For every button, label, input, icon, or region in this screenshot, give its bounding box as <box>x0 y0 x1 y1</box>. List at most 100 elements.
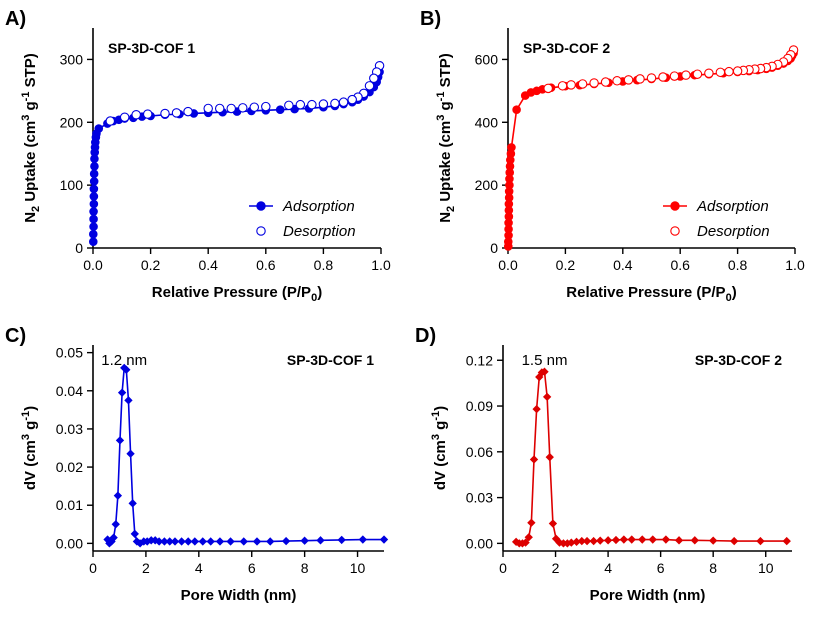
data-point <box>347 94 357 105</box>
data-point <box>623 75 634 85</box>
series-desorption <box>105 60 385 126</box>
data-point <box>364 81 375 91</box>
data-point <box>238 103 248 113</box>
x-tick-label: 0.8 <box>314 257 334 273</box>
legend-label: Desorption <box>697 223 770 240</box>
x-axis-label: Relative Pressure (P/P0) <box>152 284 322 304</box>
legend: Adsorption Desorption <box>663 198 770 240</box>
x-tick-label: 0.4 <box>198 257 218 273</box>
data-point <box>122 365 131 374</box>
data-point <box>521 538 530 547</box>
data-point <box>203 103 213 114</box>
chart-title: SP-3D-COF 2 <box>523 40 610 56</box>
data-point <box>115 436 125 445</box>
data-point <box>674 536 684 545</box>
legend-label: Desorption <box>283 223 356 240</box>
panel-label: B) <box>420 8 441 30</box>
x-tick-label: 0.6 <box>256 257 276 273</box>
data-point <box>239 537 248 546</box>
data-point <box>111 520 120 529</box>
chart-title: SP-3D-COF 2 <box>695 352 782 368</box>
x-tick-label: 0.2 <box>556 257 576 273</box>
data-point <box>589 78 599 88</box>
y-tick-label: 0.03 <box>466 490 493 506</box>
data-point <box>226 103 236 114</box>
x-tick-label: 0.8 <box>728 257 748 273</box>
data-point <box>661 535 671 544</box>
data-point <box>128 499 137 508</box>
data-point <box>596 536 605 545</box>
y-tick-label: 200 <box>60 114 84 130</box>
series-desorption <box>543 45 799 94</box>
data-point <box>171 108 182 118</box>
data-point <box>648 535 657 544</box>
data-point <box>582 536 592 546</box>
y-tick-label: 0.04 <box>56 383 83 399</box>
data-point <box>117 388 127 397</box>
data-point <box>715 67 726 78</box>
data-point <box>627 535 636 544</box>
legend-item: Desorption <box>670 223 770 240</box>
legend-marker <box>670 226 680 236</box>
data-point <box>619 535 629 544</box>
x-tick-label: 0 <box>89 560 97 576</box>
data-point <box>507 143 516 152</box>
data-point <box>782 536 791 546</box>
data-point <box>600 77 611 87</box>
x-tick-label: 1.0 <box>785 257 805 273</box>
data-point <box>566 80 576 90</box>
y-tick-label: 0 <box>75 240 83 256</box>
data-point <box>658 72 668 82</box>
data-point <box>190 537 200 546</box>
x-axis-label: Relative Pressure (P/P0) <box>566 284 736 304</box>
x-tick-label: 8 <box>709 560 717 576</box>
data-point <box>249 102 260 112</box>
data-point <box>89 214 98 224</box>
data-point <box>124 396 133 405</box>
data-point <box>589 536 598 546</box>
y-axis-label: dV (cm3 g-1) <box>430 406 449 490</box>
panel-label: A) <box>5 8 26 30</box>
y-tick-label: 0.01 <box>56 497 83 513</box>
data-point <box>131 109 141 120</box>
data-point <box>281 536 291 546</box>
data-point <box>119 112 130 123</box>
data-point <box>275 105 285 115</box>
series-line <box>106 366 384 545</box>
data-point <box>603 536 613 545</box>
data-point <box>307 99 317 110</box>
data-point <box>252 537 262 546</box>
y-axis-label: N2 Uptake (cm3 g-1 STP) <box>435 53 457 223</box>
data-point <box>177 537 186 546</box>
data-point <box>214 103 225 114</box>
data-point <box>206 537 215 546</box>
data-point <box>89 177 99 186</box>
data-point <box>379 535 389 544</box>
chart-title: SP-3D-COF 1 <box>287 352 374 368</box>
data-point <box>284 100 294 111</box>
data-point <box>543 83 553 94</box>
chart-title: SP-3D-COF 1 <box>108 40 195 56</box>
data-point <box>557 81 568 91</box>
x-tick-label: 6 <box>657 560 665 576</box>
data-point <box>524 533 533 542</box>
data-point <box>756 536 765 546</box>
panel-label: C) <box>5 325 26 347</box>
series-adsorption <box>88 67 384 247</box>
data-point <box>184 537 193 546</box>
y-tick-label: 0.06 <box>466 444 493 460</box>
y-tick-label: 200 <box>475 177 499 193</box>
x-tick-label: 4 <box>604 560 612 576</box>
y-tick-label: 0.02 <box>56 459 83 475</box>
data-point <box>94 124 104 133</box>
data-point <box>337 535 346 545</box>
legend-item: Desorption <box>256 223 356 240</box>
y-axis-label: dV (cm3 g-1) <box>20 406 39 490</box>
data-point <box>512 105 521 115</box>
data-point <box>160 108 170 119</box>
y-tick-label: 400 <box>475 114 499 130</box>
data-point <box>183 106 193 117</box>
data-point <box>527 518 536 527</box>
data-point <box>732 66 743 76</box>
